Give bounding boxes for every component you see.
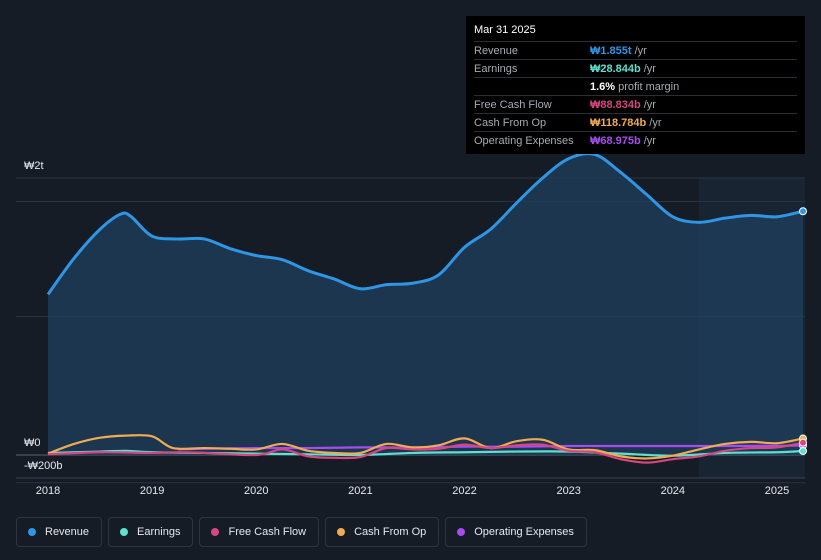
legend-dot-icon bbox=[211, 528, 220, 536]
legend-item-free-cash-flow[interactable]: Free Cash Flow bbox=[199, 517, 320, 547]
tooltip-row: 1.6% profit margin bbox=[474, 77, 797, 95]
x-tick-label: 2019 bbox=[139, 485, 165, 497]
tooltip-date: Mar 31 2025 bbox=[474, 24, 536, 36]
tooltip-row-unit: /yr bbox=[643, 98, 656, 111]
tooltip-row: Earnings ₩28.844b/yr bbox=[474, 59, 797, 77]
tooltip-row-unit: /yr bbox=[643, 62, 656, 75]
tooltip-row-label: Revenue bbox=[474, 44, 519, 57]
tooltip-row-unit: profit margin bbox=[618, 80, 680, 93]
legend-dot-icon bbox=[28, 528, 36, 536]
series-line-free-cash-flow bbox=[47, 441, 804, 464]
x-tick-label: 2021 bbox=[348, 485, 373, 497]
tooltip-row-label: Operating Expenses bbox=[474, 134, 574, 147]
tooltip-row-label: Earnings bbox=[474, 62, 518, 75]
x-tick-label: 2020 bbox=[244, 485, 269, 497]
y-tick-bottom: -₩200b bbox=[24, 460, 63, 472]
series-line-revenue bbox=[46, 152, 804, 296]
legend-dot-icon bbox=[120, 528, 129, 536]
tooltip-row-value: ₩118.784b bbox=[590, 116, 647, 129]
series-area-revenue bbox=[48, 153, 803, 455]
tooltip-row-value: ₩1.855t bbox=[590, 44, 632, 57]
legend-dot-icon bbox=[337, 528, 346, 536]
legend-label: Earnings bbox=[137, 526, 181, 538]
series-endpoint-earnings bbox=[799, 446, 807, 455]
x-tick-label: 2023 bbox=[556, 485, 581, 497]
legend-item-operating-expenses[interactable]: Operating Expenses bbox=[445, 517, 587, 547]
tooltip-row-unit: /yr bbox=[643, 134, 656, 147]
legend-label: Operating Expenses bbox=[474, 526, 574, 538]
tooltip-row: Cash From Op ₩118.784b/yr bbox=[474, 113, 797, 131]
x-tick-label: 2025 bbox=[764, 485, 790, 497]
legend-dot-icon bbox=[457, 528, 466, 536]
series-endpoint-revenue bbox=[799, 207, 807, 216]
series-line-cash-from-op bbox=[47, 433, 804, 460]
legend-item-cash-from-op[interactable]: Cash From Op bbox=[325, 517, 440, 547]
tooltip-row: Free Cash Flow ₩88.834b/yr bbox=[474, 95, 797, 113]
series-endpoint-free-cash-flow bbox=[799, 438, 807, 447]
tooltip-panel: Mar 31 2025 Revenue ₩1.855t/yr Earnings ₩28… bbox=[466, 16, 805, 154]
x-tick-label: 2024 bbox=[660, 485, 686, 497]
legend-label: Revenue bbox=[45, 526, 90, 538]
legend-label: Free Cash Flow bbox=[228, 526, 307, 538]
tooltip-row-unit: /yr bbox=[634, 44, 647, 57]
tooltip-row-unit: /yr bbox=[649, 116, 662, 129]
tooltip-row: Operating Expenses ₩68.975b/yr bbox=[474, 131, 797, 149]
tooltip-row-value: ₩68.975b bbox=[590, 134, 641, 147]
chart-svg bbox=[16, 152, 807, 484]
y-tick-zero: ₩0 bbox=[24, 437, 41, 449]
y-tick-top: ₩2t bbox=[24, 160, 44, 172]
tooltip-row: Revenue ₩1.855t/yr bbox=[474, 41, 797, 59]
series-layer bbox=[46, 152, 807, 464]
legend-label: Cash From Op bbox=[354, 526, 427, 538]
tooltip-row-value: 1.6% bbox=[590, 80, 616, 93]
tooltip-row-value: ₩88.834b bbox=[590, 98, 641, 111]
tooltip-row-label: Free Cash Flow bbox=[474, 98, 552, 111]
legend-item-earnings[interactable]: Earnings bbox=[108, 517, 194, 547]
legend-item-revenue[interactable]: Revenue bbox=[16, 517, 103, 547]
tooltip-row-label: Cash From Op bbox=[474, 116, 547, 129]
x-tick-label: 2022 bbox=[452, 485, 477, 497]
tooltip-row-value: ₩28.844b bbox=[590, 62, 641, 75]
x-tick-label: 2018 bbox=[35, 485, 61, 497]
legend: Revenue Earnings Free Cash Flow Cash From O… bbox=[16, 517, 587, 547]
